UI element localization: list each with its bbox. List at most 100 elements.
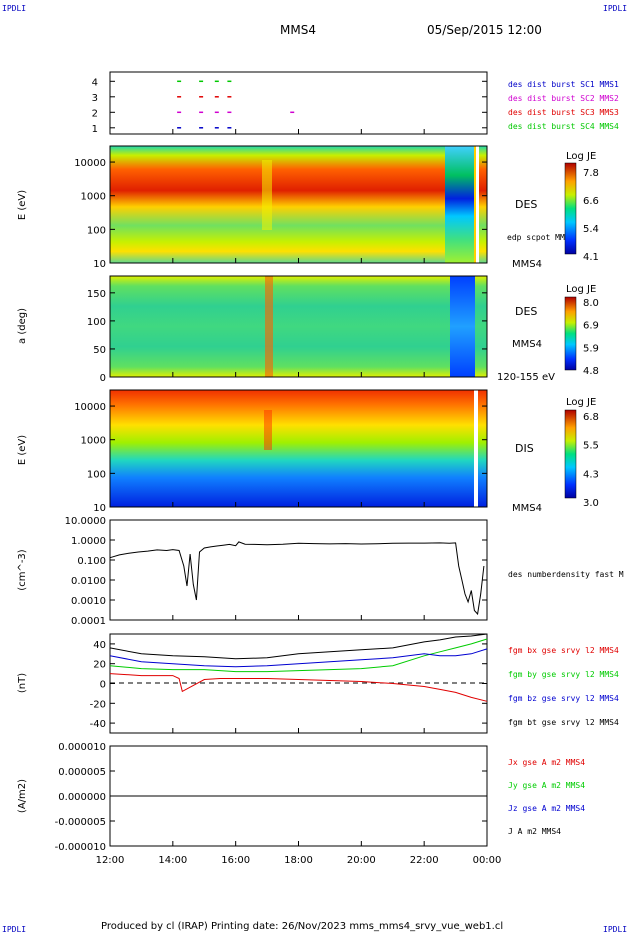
current-ytick-label: -0.000005 <box>55 817 106 828</box>
dis-energy-ytick-label: 10 <box>93 503 106 514</box>
des-pitch-sc-label: MMS4 <box>512 339 542 350</box>
des-energy-colorbar-tick: 4.1 <box>583 252 599 263</box>
des-pitch-late-region <box>450 276 475 377</box>
des-energy-spectrogram <box>110 146 487 263</box>
burst-ytick-label: 4 <box>92 77 98 88</box>
bfield-line-bx <box>109 673 488 702</box>
des-energy-overlay-label: edp scpot MMS4 <box>507 233 575 242</box>
density-legend-entry: des numberdensity fast M <box>508 570 624 579</box>
des-energy-ytick-label: 1000 <box>81 192 106 203</box>
corner-label-top-left: IPDLI <box>2 4 26 13</box>
des-energy-gap-edge <box>474 146 476 263</box>
bfield-legend-entry: fgm bz gse srvy l2 MMS4 <box>508 694 619 703</box>
des-energy-y-ticks: 10 100 1000 10000 <box>74 158 487 270</box>
bfield-line-by <box>109 638 488 673</box>
bfield-ylabel: (nT) <box>17 673 28 693</box>
des-pitch-colorbar-ticks: 8.0 6.9 5.9 4.8 <box>583 298 599 377</box>
bfield-line-bz <box>109 648 488 668</box>
dis-energy-colorbar <box>564 409 577 499</box>
current-ytick-label: 0.000010 <box>58 742 106 753</box>
current-ylabel: (A/m2) <box>17 779 28 813</box>
density-ytick-label: 0.0100 <box>71 576 106 587</box>
dis-energy-ytick-label: 100 <box>87 469 106 480</box>
des-pitch-colorbar-tick: 6.9 <box>583 321 599 332</box>
des-pitch-ytick-label: 50 <box>93 345 106 356</box>
bfield-ytick-label: -40 <box>90 719 106 730</box>
dis-energy-ytick-label: 1000 <box>81 436 106 447</box>
des-pitch-ytick-label: 100 <box>87 317 106 328</box>
panel-des-pitch: a (deg) 0 50 100 150 DES MMS4 120-155 eV Lo… <box>17 275 599 384</box>
des-energy-late-region <box>445 146 475 263</box>
density-line <box>109 541 485 616</box>
bfield-legend-entry: fgm by gse srvy l2 MMS4 <box>508 670 619 679</box>
current-y-ticks: -0.000010 -0.000005 0.000000 0.000005 0.0000… <box>55 742 487 853</box>
bfield-legend-entry: fgm bt gse srvy l2 MMS4 <box>508 718 619 727</box>
datetime-title: 05/Sep/2015 12:00 <box>427 23 542 37</box>
des-pitch-y-ticks: 0 50 100 150 <box>87 289 487 384</box>
density-ytick-label: 0.0010 <box>71 596 106 607</box>
footer-credit: Produced by cl (IRAP) Printing date: 26/… <box>101 921 503 932</box>
current-legend-entry: Jz gse A m2 MMS4 <box>508 804 585 813</box>
corner-label-bottom-left: IPDLI <box>2 925 26 934</box>
current-legend-entry: J A m2 MMS4 <box>508 827 561 836</box>
current-ytick-label: 0.000000 <box>58 792 106 803</box>
time-tick-label: 18:00 <box>284 855 313 866</box>
des-energy-gap <box>476 146 479 263</box>
panel-des-energy: E (eV) 10 100 1000 10000 DES edp scpot MMS4… <box>17 145 599 270</box>
bfield-ytick-label: -20 <box>90 699 106 710</box>
density-series <box>109 541 485 616</box>
bfield-legend: fgm bx gse srvy l2 MMS4 fgm by gse srvy l… <box>508 646 619 727</box>
dis-energy-bottom-label: MMS4 <box>512 503 542 514</box>
corner-label-bottom-right: IPDLI <box>603 925 627 934</box>
dis-energy-colorbar-title: Log JE <box>566 397 596 408</box>
des-pitch-ytick-label: 0 <box>100 373 106 384</box>
dis-energy-colorbar-tick: 6.8 <box>583 412 599 423</box>
des-pitch-colorbar-tick: 8.0 <box>583 298 599 309</box>
burst-ytick-label: 1 <box>92 124 98 135</box>
time-tick-label: 00:00 <box>473 855 502 866</box>
current-legend-entry: Jy gse A m2 MMS4 <box>508 781 585 790</box>
dis-energy-colorbar-ticks: 6.8 5.5 4.3 3.0 <box>583 412 599 509</box>
panel-density-frame <box>109 519 488 621</box>
current-legend: Jx gse A m2 MMS4 Jy gse A m2 MMS4 Jz gse A… <box>508 758 585 836</box>
dis-energy-y-ticks: 10 100 1000 10000 <box>74 402 487 514</box>
des-pitch-colorbar <box>564 296 577 371</box>
des-pitch-spectrogram <box>110 276 487 377</box>
density-ytick-label: 0.0001 <box>71 616 106 627</box>
des-pitch-colorbar-tick: 5.9 <box>583 343 599 354</box>
des-energy-ytick-label: 100 <box>87 225 106 236</box>
bfield-ytick-label: 0 <box>100 680 106 691</box>
des-pitch-ytick-label: 150 <box>87 289 106 300</box>
panel-bfield: (nT) -40 -20 0 20 40 fgm bx gse srvy l2 MMS4… <box>17 633 619 734</box>
des-pitch-range-label: 120-155 eV <box>497 372 555 383</box>
corner-label-top-right: IPDLI <box>603 4 627 13</box>
dis-energy-spectrogram <box>110 390 487 507</box>
density-y-ticks: 0.0001 0.0010 0.0100 0.100 1.0000 10.0000 <box>65 516 487 627</box>
density-ytick-label: 1.0000 <box>71 536 106 547</box>
bfield-ytick-label: 20 <box>93 660 106 671</box>
des-energy-colorbar-tick: 7.8 <box>583 168 599 179</box>
des-energy-ytick-label: 10 <box>93 259 106 270</box>
dis-energy-colorbar-tick: 4.3 <box>583 469 599 480</box>
burst-ytick-label: 2 <box>92 108 98 119</box>
des-pitch-ylabel: a (deg) <box>17 308 28 344</box>
burst-legend: des dist burst SC1 MMS1 des dist burst SC… <box>508 80 619 131</box>
des-pitch-side-label: DES <box>515 305 537 318</box>
dis-energy-colorbar-tick: 3.0 <box>583 498 599 509</box>
dis-energy-ylabel: E (eV) <box>17 435 28 465</box>
current-ytick-label: -0.000010 <box>55 842 106 853</box>
bfield-series <box>109 633 488 702</box>
density-ylabel: (cm^-3) <box>17 549 28 590</box>
time-tick-label: 14:00 <box>158 855 187 866</box>
density-ytick-label: 0.100 <box>77 556 106 567</box>
density-legend: des numberdensity fast M <box>508 570 624 579</box>
des-pitch-event <box>265 276 273 377</box>
burst-y-ticks: 1 2 3 4 <box>92 77 487 135</box>
panel-density: (cm^-3) 0.0001 0.0010 0.0100 0.100 1.0000 10.… <box>17 516 624 627</box>
des-energy-ytick-label: 10000 <box>74 158 106 169</box>
des-energy-colorbar-tick: 6.6 <box>583 196 599 207</box>
spacecraft-title: MMS4 <box>280 23 316 37</box>
des-energy-bottom-label: MMS4 <box>512 259 542 270</box>
